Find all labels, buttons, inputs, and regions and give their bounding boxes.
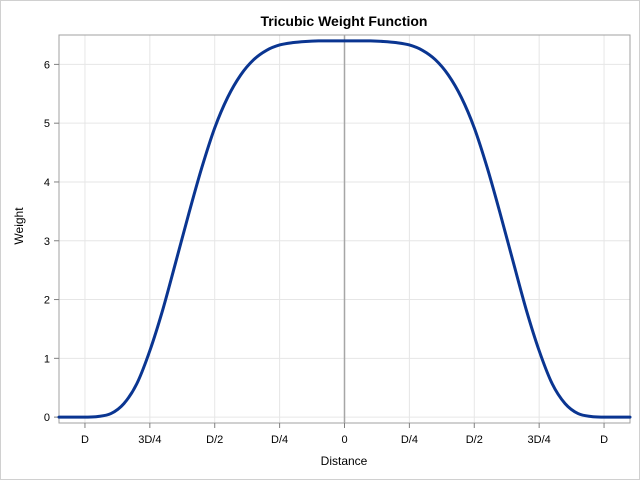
x-tick-label-1: 3D/4 bbox=[138, 434, 161, 446]
y-tick-label-2: 2 bbox=[44, 295, 50, 307]
x-tick-label-4: 0 bbox=[341, 434, 347, 446]
x-tick-label-2: D/2 bbox=[206, 434, 223, 446]
x-tick-label-3: D/4 bbox=[271, 434, 288, 446]
y-tick-label-1: 1 bbox=[44, 353, 50, 365]
chart-title: Tricubic Weight Function bbox=[261, 13, 428, 29]
y-tick-label-3: 3 bbox=[44, 236, 50, 248]
y-tick-label-5: 5 bbox=[44, 118, 50, 130]
y-axis-label: Weight bbox=[12, 207, 26, 245]
series-line-weight bbox=[57, 39, 632, 419]
x-axis-label: Distance bbox=[321, 454, 368, 468]
x-axis-ticks: D 3D/4 D/2 D/4 0 D/4 D/2 3D/4 D bbox=[81, 423, 608, 446]
y-tick-label-0: 0 bbox=[44, 412, 50, 424]
y-tick-label-6: 6 bbox=[44, 59, 50, 71]
x-tick-label-0: D bbox=[81, 434, 89, 446]
x-tick-label-8: D bbox=[600, 434, 608, 446]
x-tick-label-6: D/2 bbox=[466, 434, 483, 446]
x-tick-label-5: D/4 bbox=[401, 434, 418, 446]
x-tick-label-7: 3D/4 bbox=[528, 434, 551, 446]
y-axis-ticks: 0 1 2 3 4 5 6 bbox=[44, 59, 59, 424]
y-tick-label-4: 4 bbox=[44, 177, 50, 189]
